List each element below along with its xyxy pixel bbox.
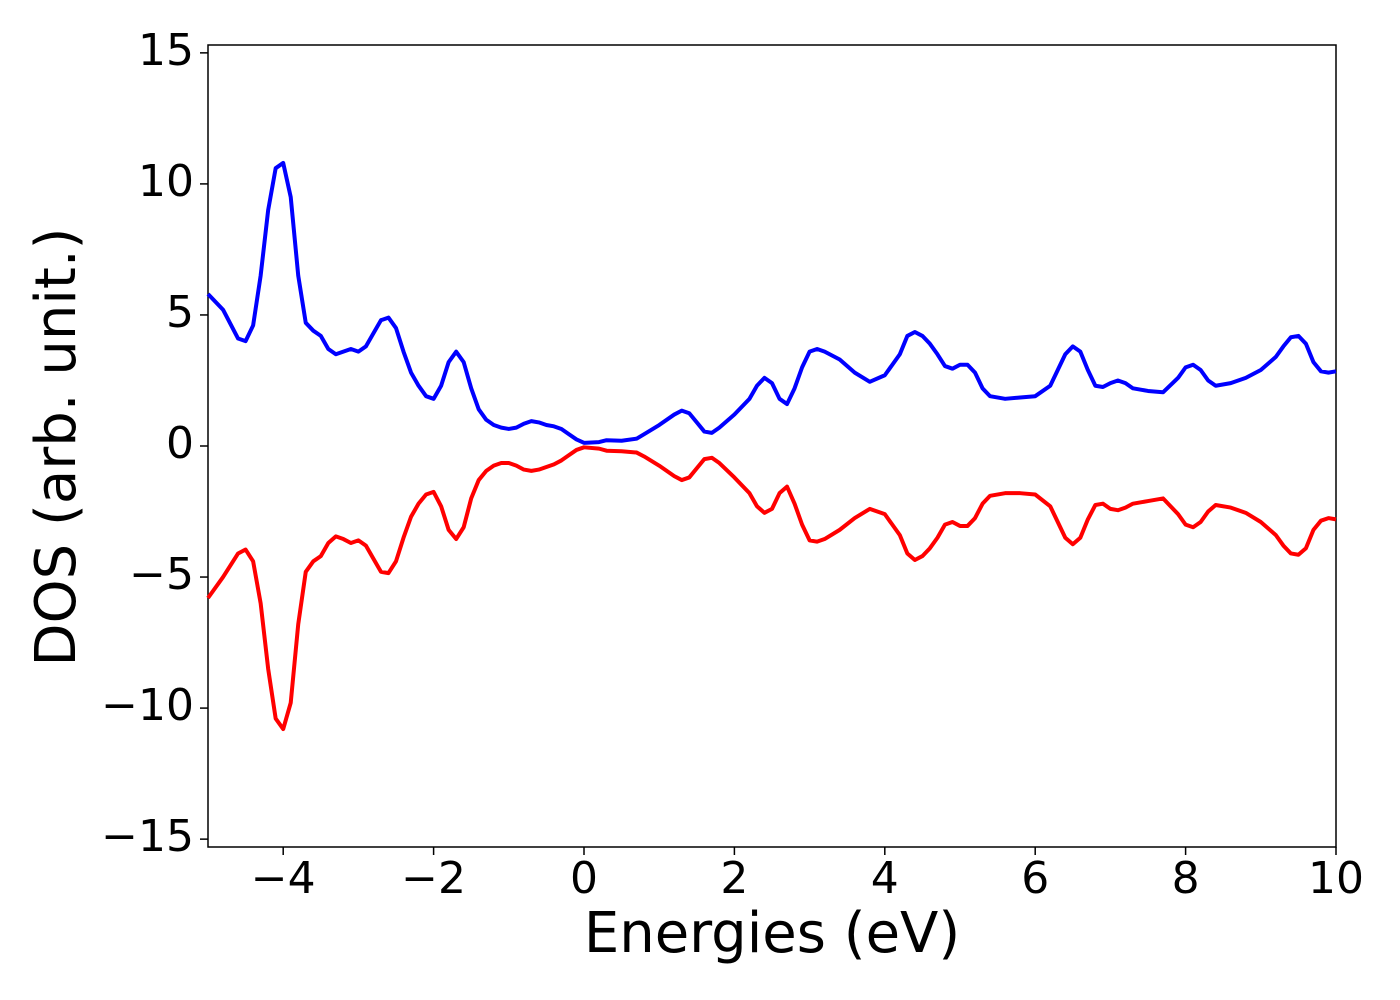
plot-frame xyxy=(207,44,1337,848)
y-tick-label: 0 xyxy=(166,418,194,469)
y-tick-label: −10 xyxy=(101,680,194,731)
y-tick-label: 10 xyxy=(138,156,194,207)
x-tick-label: −2 xyxy=(401,853,466,904)
y-axis-label: DOS (arb. unit.) xyxy=(24,227,89,666)
y-tick-label: −5 xyxy=(129,549,194,600)
x-tick-label: 4 xyxy=(871,853,899,904)
x-tick-label: 6 xyxy=(1021,853,1049,904)
dos-line xyxy=(206,160,1337,445)
y-tick-label: −15 xyxy=(101,811,194,862)
y-tick-label: 5 xyxy=(166,287,194,338)
x-axis-label: Energies (eV) xyxy=(584,901,960,966)
dos-line xyxy=(206,445,1337,732)
x-tick-label: 2 xyxy=(720,853,748,904)
y-tick-label: 15 xyxy=(138,25,194,76)
x-tick-label: 10 xyxy=(1308,853,1364,904)
x-tick-label: 0 xyxy=(570,853,598,904)
x-tick-label: 8 xyxy=(1172,853,1200,904)
x-tick-label: −4 xyxy=(251,853,316,904)
